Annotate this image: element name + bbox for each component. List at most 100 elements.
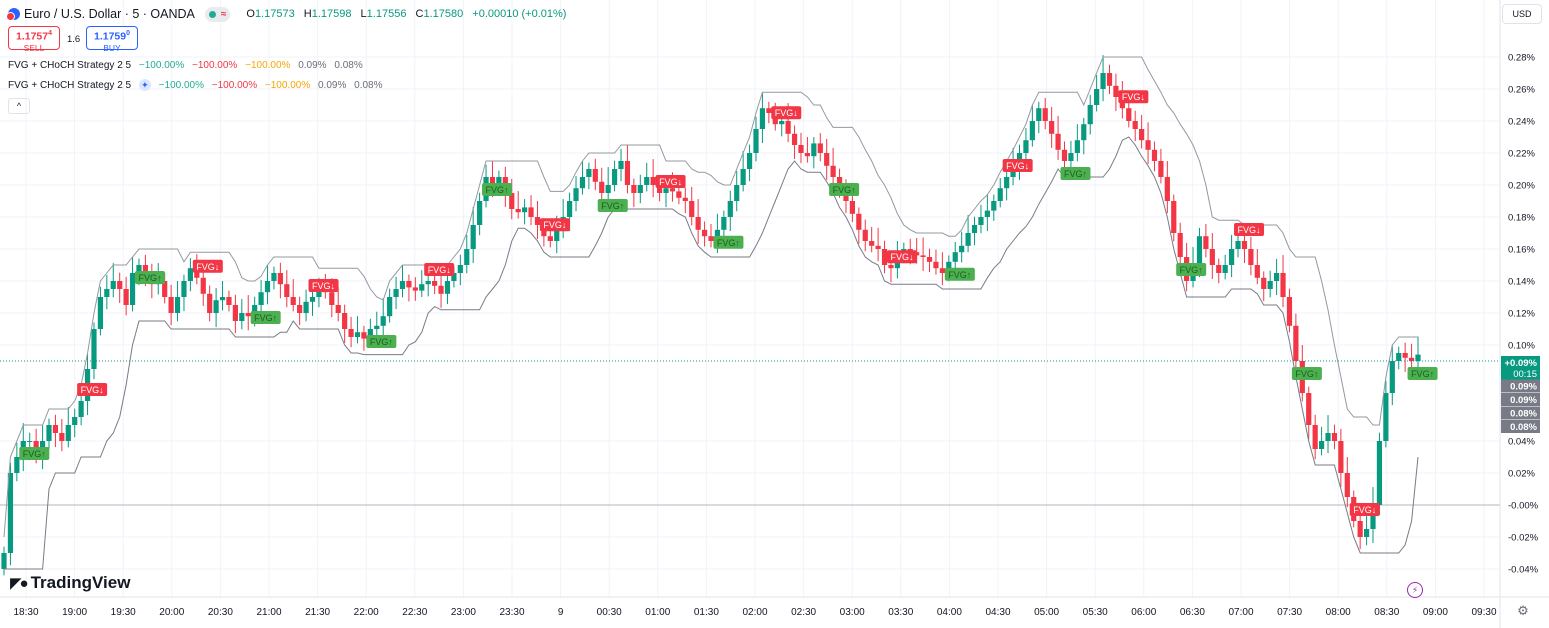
trailing-stop-line — [4, 136, 1419, 570]
candle — [869, 226, 875, 253]
fvg-bear-tag: FVG↓ — [1002, 159, 1033, 172]
y-tick-label: 0.22% — [1508, 149, 1535, 160]
candle — [926, 248, 933, 273]
candle-body — [1036, 108, 1042, 121]
candle-body — [59, 433, 65, 441]
candle-body — [1145, 140, 1151, 150]
candle-body — [361, 332, 367, 339]
buy-button[interactable]: 1.17590 BUY — [86, 26, 138, 53]
fvg-tag-box — [1118, 90, 1149, 104]
candle-body — [207, 293, 213, 313]
candle-body — [534, 217, 541, 225]
symbol-title[interactable]: Euro / U.S. Dollar · 5 · OANDA — [24, 7, 195, 21]
candle-body — [380, 316, 386, 326]
candle-body — [367, 329, 373, 339]
indicator-legend-2[interactable]: FVG + CHoCH Strategy 2 5 ✦ −100.00% −100… — [8, 79, 383, 91]
candle-body — [1318, 441, 1325, 449]
sell-button[interactable]: 1.17574 SELL — [8, 26, 60, 53]
currency-button[interactable]: USD — [1502, 4, 1542, 24]
candle — [1363, 514, 1370, 546]
candle — [65, 407, 71, 448]
fvg-tag-box — [192, 259, 223, 273]
price-label-text: 0.09% — [1510, 395, 1537, 406]
x-tick-label: 9 — [558, 607, 564, 618]
candle — [991, 194, 997, 221]
candle-body — [432, 281, 438, 286]
indicator-value: −100.00% — [158, 80, 204, 91]
indicator-value: 0.08% — [354, 80, 383, 91]
candle-body — [875, 245, 881, 249]
candle-body — [1389, 361, 1395, 393]
candle-body — [297, 305, 303, 313]
candle-body — [123, 289, 129, 305]
candle — [129, 257, 136, 312]
candle — [1209, 233, 1215, 280]
candle — [791, 125, 798, 160]
fvg-bull-tag: FVG↑ — [366, 335, 397, 348]
y-tick-label: 0.26% — [1508, 85, 1535, 96]
candle — [7, 462, 14, 566]
indicator-legend-1[interactable]: FVG + CHoCH Strategy 2 5 −100.00% −100.0… — [8, 60, 363, 71]
candle-body — [926, 257, 933, 262]
buy-price: 1.1759 — [93, 30, 127, 43]
candle-body — [656, 185, 663, 193]
candle — [875, 227, 881, 262]
candle — [1158, 148, 1164, 184]
candle-body — [1094, 89, 1100, 105]
candle-body — [1042, 108, 1048, 121]
x-tick-label: 21:00 — [256, 607, 281, 618]
lightning-icon[interactable]: ⚡ — [1407, 582, 1423, 598]
brand-name: TradingView — [30, 573, 131, 592]
fvg-tag-text: FVG↓ — [659, 177, 682, 187]
fvg-bull-tag: FVG↑ — [944, 267, 975, 281]
candle — [759, 92, 766, 144]
x-tick-label: 22:30 — [402, 607, 427, 618]
fvg-bear-tag: FVG↓ — [886, 250, 917, 264]
candle-body — [438, 285, 444, 294]
fvg-tag-box — [308, 279, 339, 292]
candle — [46, 418, 52, 450]
candle-body — [335, 305, 341, 313]
x-tick-label: 06:00 — [1131, 607, 1156, 618]
y-tick-label: 0.04% — [1508, 437, 1535, 448]
candle-body — [618, 161, 624, 169]
candle — [579, 161, 586, 195]
candle-body — [689, 201, 695, 217]
fvg-tag-text: FVG↑ — [138, 273, 161, 283]
sell-price-pip: 4 — [48, 30, 53, 37]
candle — [933, 249, 939, 275]
x-tick-label: 08:00 — [1326, 607, 1351, 618]
x-tick-label: 03:00 — [840, 607, 865, 618]
fvg-bear-tag: FVG↓ — [1118, 90, 1149, 104]
fvg-tag-text: FVG↓ — [543, 220, 566, 230]
candle-body — [811, 143, 817, 157]
settings-gear-icon[interactable]: ⚙ — [1517, 603, 1529, 618]
candle — [297, 296, 303, 326]
market-status-pill[interactable]: ≈ — [204, 6, 231, 22]
candle — [862, 219, 868, 252]
candle — [239, 298, 245, 330]
candle-body — [599, 181, 605, 193]
fvg-tag-text: FVG↑ — [833, 185, 856, 195]
tradingview-logo[interactable]: ◤● TradingView — [10, 573, 130, 593]
candle-body — [933, 261, 939, 269]
sparkle-icon[interactable]: ✦ — [138, 79, 151, 91]
candle — [1261, 271, 1267, 302]
candle-body — [245, 313, 251, 317]
collapse-legend-button[interactable]: ^ — [8, 98, 30, 114]
candle-body — [830, 165, 836, 177]
y-axis: 0.28% 0.26% 0.24% 0.22% 0.20% 0.18% 0.16% 0.14%… — [1499, 0, 1539, 628]
candle-body — [1023, 140, 1029, 153]
candle — [534, 201, 541, 240]
x-tick-label: 20:00 — [159, 607, 184, 618]
candle-body — [1158, 161, 1164, 177]
candle — [123, 276, 129, 316]
fvg-bull-tag: FVG↑ — [482, 183, 513, 196]
candle — [432, 272, 438, 295]
x-tick-label: 19:30 — [111, 607, 136, 618]
candle-body — [1280, 273, 1286, 297]
candle — [1306, 386, 1312, 440]
x-tick-label: 20:30 — [208, 607, 233, 618]
candle — [1203, 224, 1209, 258]
